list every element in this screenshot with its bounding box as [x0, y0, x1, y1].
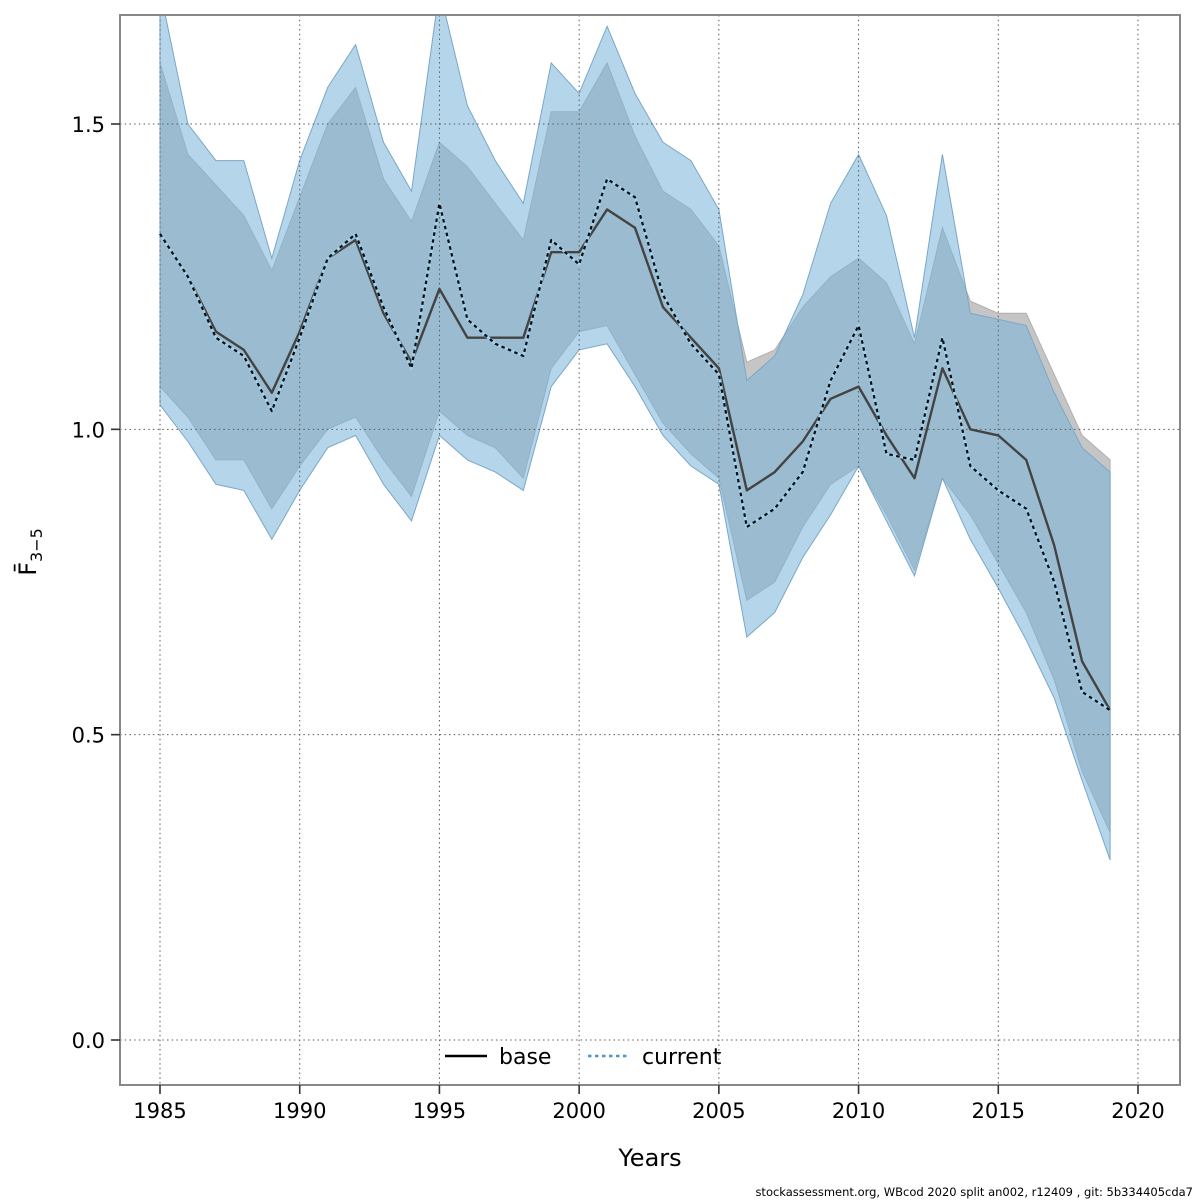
confidence-bands	[159, 15, 1111, 861]
y-tick-label: 0.5	[72, 724, 105, 748]
y-axis-title: F̄3−5	[13, 528, 46, 576]
y-tick-label: 0.0	[72, 1029, 105, 1053]
current-line	[159, 177, 1111, 712]
axes: 1985 1990 1995 2000 2005 2010 2015 2020 0.0 0.5 1.…	[72, 14, 1181, 1123]
x-axis-title: Years	[617, 1144, 681, 1172]
legend: base current	[445, 1045, 722, 1070]
x-tick-label: 2010	[832, 1099, 885, 1123]
x-tick-label: 2020	[1111, 1099, 1164, 1123]
x-tick-label: 2015	[972, 1099, 1025, 1123]
y-tick-label: 1.5	[72, 113, 105, 137]
caption: stockassessment.org, WBcod 2020 split an…	[755, 1185, 1193, 1199]
y-tick-label: 1.0	[72, 418, 105, 442]
plot-border	[119, 14, 1181, 1086]
series-lines	[158, 177, 1112, 712]
current-confidence-band	[159, 15, 1111, 861]
legend-base-label: base	[499, 1045, 551, 1070]
legend-current-label: current	[642, 1045, 722, 1070]
x-tick-label: 1990	[273, 1099, 326, 1123]
x-tick-label: 2005	[692, 1099, 745, 1123]
x-tick-label: 1995	[413, 1099, 466, 1123]
x-tick-label: 1985	[133, 1099, 186, 1123]
x-tick-label: 2000	[552, 1099, 605, 1123]
